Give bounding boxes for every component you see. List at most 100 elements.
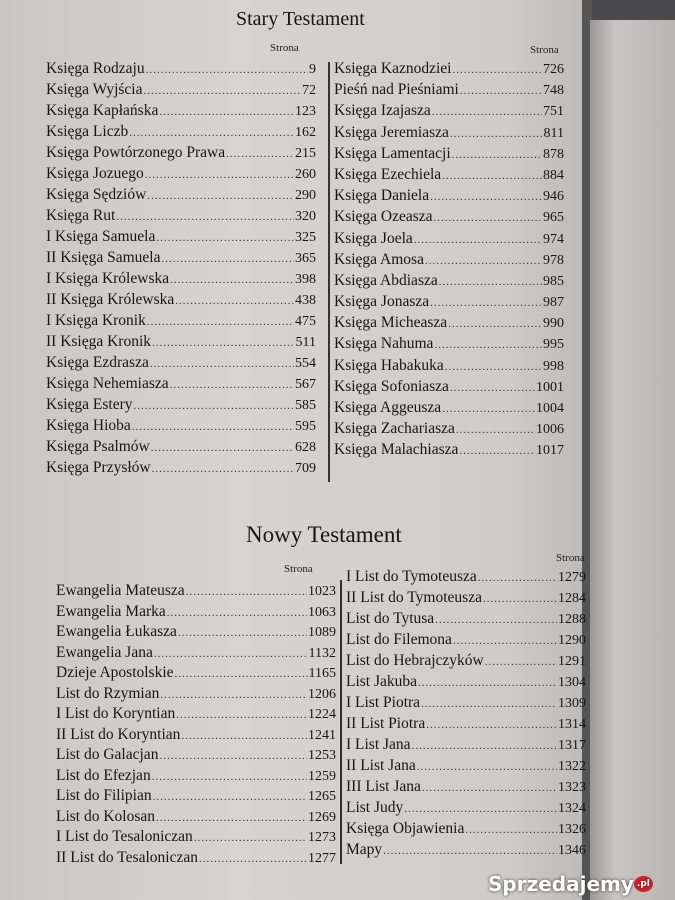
page-number: 987 [543, 295, 564, 311]
leader-dots [156, 232, 294, 244]
book-name: Księga Kaznodziei [334, 60, 452, 77]
book-name: List Jakuba [346, 673, 418, 690]
leader-dots [156, 812, 307, 824]
page-number: 1006 [536, 422, 564, 438]
page-number: 1259 [308, 768, 336, 784]
book-name: Księga Micheasza [334, 314, 448, 332]
book-name: Księga Joela [334, 229, 413, 247]
leader-dots [442, 403, 535, 415]
book-name: I Księga Samuela [46, 228, 156, 245]
toc-entry: I Księga Samuela 325 [46, 228, 316, 249]
toc-entry: Księga Micheasza 990 [334, 314, 564, 335]
book-name: II Księga Kronik [46, 333, 152, 350]
toc-entry: I Księga Królewska 398 [46, 270, 316, 291]
page-number: 554 [295, 356, 316, 371]
book-name: II Księga Królewska [46, 291, 175, 308]
toc-entry: Księga Liczb 162 [46, 123, 316, 144]
page-number: 1290 [558, 633, 586, 648]
page-number: 1253 [308, 748, 336, 763]
book-name: Księga Powtórzonego Prawa [46, 144, 226, 161]
leader-dots [434, 212, 542, 224]
page-number: 990 [543, 316, 564, 332]
leader-dots [448, 318, 542, 330]
book-name: Księga Psalmów [46, 438, 150, 455]
toc-entry: Pieśń nad Pieśniami 748 [334, 81, 564, 102]
leader-dots [445, 361, 542, 373]
book-name: I Księga Królewska [46, 270, 170, 287]
leader-dots [418, 677, 557, 689]
page-number: 260 [295, 167, 316, 182]
toc-entry: Księga Przysłów 709 [46, 459, 316, 480]
page-number: 365 [295, 251, 316, 266]
toc-entry: Księga Ezdrasza 554 [46, 354, 316, 375]
book-name: Dzieje Apostolskie [56, 664, 174, 681]
toc-entry: II List Jana 1322 [346, 757, 586, 778]
leader-dots [456, 424, 535, 436]
leader-dots [383, 845, 557, 857]
toc-entry: Księga Habakuka 998 [334, 357, 564, 378]
toc-entry: II List do Koryntian 1241 [56, 726, 336, 747]
leader-dots [152, 337, 294, 349]
book-name: Księga Jozuego [46, 165, 144, 182]
facing-page [590, 20, 675, 900]
leader-dots [153, 791, 307, 803]
book-name: Ewangelia Jana [56, 643, 153, 661]
leader-dots [175, 668, 308, 680]
new-testament-right-column: I List do Tymoteusza 1279 II List do Tymot… [346, 568, 586, 862]
toc-entry: Księga Nehemiasza 567 [46, 375, 316, 396]
toc-entry: II Księga Kronik 511 [46, 333, 316, 354]
leader-dots [421, 698, 557, 710]
book-name: II Księga Samuela [46, 249, 161, 266]
toc-entry: Księga Joela 974 [334, 230, 564, 251]
toc-entry: Księga Nahuma 995 [334, 335, 564, 356]
toc-entry: Księga Lamentacji 878 [334, 145, 564, 166]
page-number: 965 [543, 210, 564, 226]
toc-entry: List do Filipian 1265 [56, 787, 336, 808]
book-name: Ewangelia Łukasza [56, 623, 177, 640]
toc-entry: Księga Zachariasza 1006 [334, 420, 564, 441]
book-name: Księga Objawienia [346, 820, 465, 837]
leader-dots [194, 832, 307, 844]
page-number: 72 [302, 83, 316, 98]
book-name: Księga Izajasza [334, 102, 431, 120]
leader-dots [426, 719, 557, 731]
toc-entry: Ewangelia Łukasza 1089 [56, 623, 336, 644]
leader-dots [435, 614, 557, 626]
toc-entry: List do Hebrajczyków 1291 [346, 652, 586, 673]
book-name: Księga Ozeasza [334, 208, 433, 226]
page-number: 290 [295, 188, 316, 203]
page-number: 709 [295, 461, 316, 476]
leader-dots [434, 339, 542, 351]
leader-dots [175, 295, 294, 307]
page-number: 751 [543, 104, 564, 120]
toc-entry: I List do Tesaloniczan 1273 [56, 828, 336, 849]
book-name: Księga Daniela [334, 187, 430, 205]
book-name: Ewangelia Marka [56, 602, 166, 620]
page-number: 1304 [558, 675, 586, 690]
page-number: 1089 [308, 625, 336, 640]
leader-dots [150, 358, 294, 370]
page-column-label: Strona [284, 563, 313, 575]
leader-dots [146, 64, 308, 76]
page-number: 325 [295, 230, 316, 245]
book-name: Księga Przysłów [46, 459, 151, 476]
leader-dots [478, 572, 557, 584]
page-number: 998 [543, 358, 564, 374]
toc-entry: Dzieje Apostolskie 1165 [56, 664, 336, 685]
book-name: Księga Sędziów [46, 186, 147, 203]
book-name: Księga Habakuka [334, 356, 444, 374]
leader-dots [154, 648, 308, 660]
leader-dots [152, 463, 294, 475]
toc-entry: Księga Powtórzonego Prawa 215 [46, 144, 316, 165]
page-number: 1288 [558, 612, 586, 627]
page-number: 1206 [308, 686, 336, 702]
page-number: 438 [295, 293, 316, 308]
page-number: 1279 [558, 570, 586, 585]
leader-dots [460, 85, 542, 97]
toc-entry: Księga Jozuego 260 [46, 165, 316, 186]
leader-dots [483, 593, 557, 605]
toc-entry: Księga Izajasza 751 [334, 102, 564, 123]
page-number: 1346 [558, 843, 586, 858]
leader-dots [430, 191, 542, 203]
leader-dots [116, 211, 294, 223]
